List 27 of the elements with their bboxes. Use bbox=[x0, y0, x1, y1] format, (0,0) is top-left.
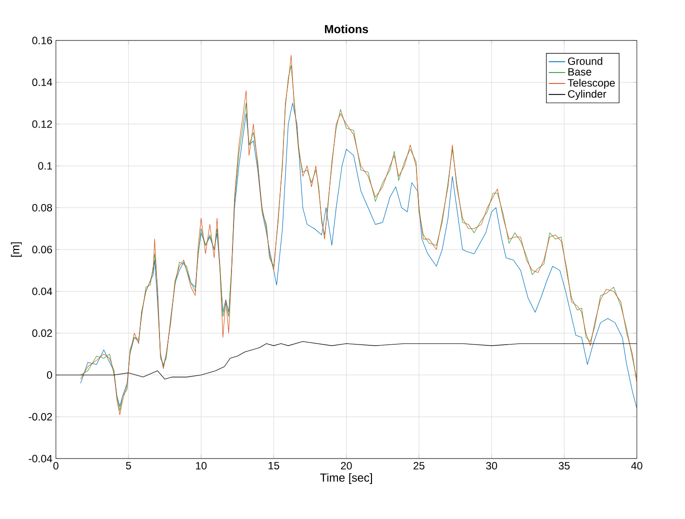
x-tick-label: 40 bbox=[631, 462, 642, 470]
x-tick-label: 35 bbox=[558, 462, 570, 470]
x-tick-label: 30 bbox=[486, 462, 498, 470]
legend-label: Telescope bbox=[568, 78, 615, 89]
x-tick-label: 25 bbox=[414, 462, 424, 470]
y-tick-label: 0.16 bbox=[32, 36, 52, 44]
legend-label: Cylinder bbox=[568, 90, 606, 100]
chart-title: Motions bbox=[324, 24, 368, 34]
y-axis-title: [m] bbox=[10, 242, 22, 257]
y-tick-label: -0.04 bbox=[28, 454, 52, 462]
legend-label: Base bbox=[568, 68, 592, 76]
y-tick-label: 0.06 bbox=[32, 246, 52, 254]
y-tick-label: 0.02 bbox=[32, 329, 52, 337]
y-tick-label: 0.14 bbox=[32, 78, 52, 86]
x-axis-title: Time [sec] bbox=[320, 473, 372, 484]
y-tick-label: 0 bbox=[46, 371, 52, 379]
x-tick-label: 0 bbox=[53, 462, 58, 470]
x-tick-label: 15 bbox=[268, 462, 280, 470]
legend-label: Ground bbox=[568, 57, 602, 65]
y-tick-label: 0.1 bbox=[38, 162, 52, 170]
x-tick-label: 20 bbox=[340, 462, 352, 470]
y-tick-label: 0.08 bbox=[32, 204, 52, 212]
y-tick-label: -0.02 bbox=[28, 412, 52, 420]
x-tick-label: 10 bbox=[196, 462, 207, 470]
x-tick-label: 5 bbox=[126, 462, 131, 470]
y-tick-label: 0.12 bbox=[32, 120, 52, 128]
y-tick-label: 0.04 bbox=[32, 287, 52, 295]
